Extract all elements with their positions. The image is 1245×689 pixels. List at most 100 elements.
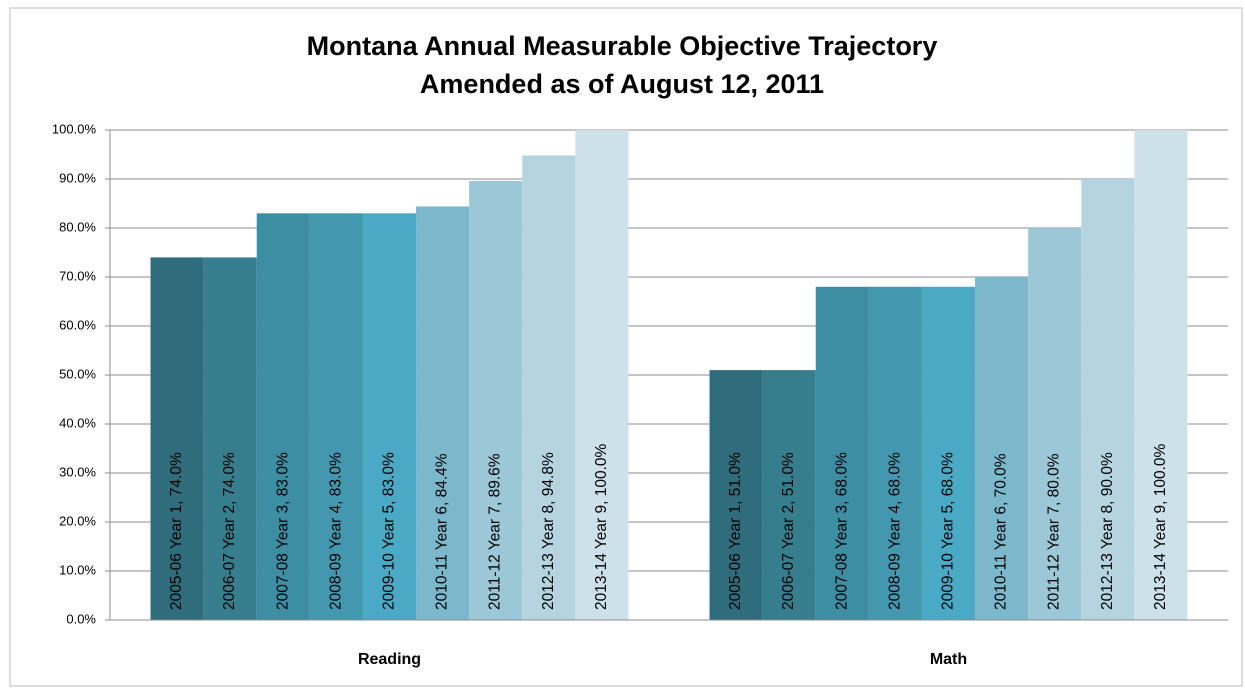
x-tick-label: Math xyxy=(930,651,967,668)
separator: , xyxy=(1152,496,1169,505)
bar-label: 2008-09 Year 4, 83.0% xyxy=(327,452,344,610)
bar xyxy=(416,206,470,620)
y-tick-label: 50.0% xyxy=(59,366,96,381)
value-label: 83.0% xyxy=(274,452,291,496)
series-name: 2008-09 Year 4 xyxy=(327,504,344,610)
separator: , xyxy=(1046,497,1063,506)
bar xyxy=(575,130,629,620)
bar-label: 2005-06 Year 1, 74.0% xyxy=(168,452,185,610)
value-label: 84.4% xyxy=(434,453,451,497)
value-label: 51.0% xyxy=(780,452,797,496)
series-name: 2010-11 Year 6 xyxy=(434,506,451,610)
value-label: 80.0% xyxy=(1046,453,1063,497)
series-name: 2012-13 Year 8 xyxy=(540,505,557,610)
y-tick-label: 100.0% xyxy=(52,121,97,136)
bar xyxy=(762,370,816,620)
series-name: 2009-10 Year 5 xyxy=(381,505,398,610)
bar-label: 2013-14 Year 9, 100.0% xyxy=(1152,443,1169,610)
series-name: 2013-14 Year 9 xyxy=(1152,505,1169,610)
series-name: 2005-06 Year 1 xyxy=(168,505,185,610)
bar xyxy=(469,180,523,620)
value-label: 83.0% xyxy=(381,452,398,496)
bar xyxy=(1134,130,1188,620)
series-name: 2009-10 Year 5 xyxy=(940,505,957,610)
value-label: 90.0% xyxy=(1099,452,1116,496)
separator: , xyxy=(487,497,504,506)
value-label: 68.0% xyxy=(833,452,850,496)
bar xyxy=(522,155,576,621)
value-label: 70.0% xyxy=(993,453,1010,497)
bar-label: 2007-08 Year 3, 83.0% xyxy=(274,452,291,610)
separator: , xyxy=(434,497,451,506)
bar xyxy=(709,370,763,620)
value-label: 89.6% xyxy=(487,453,504,497)
value-label: 74.0% xyxy=(221,452,238,496)
separator: , xyxy=(1099,496,1116,505)
series-name: 2008-09 Year 4 xyxy=(886,504,903,610)
series-name: 2011-12 Year 7 xyxy=(487,506,504,610)
y-tick-label: 40.0% xyxy=(59,415,96,430)
bar-label: 2010-11 Year 6, 84.4% xyxy=(434,453,451,610)
value-label: 100.0% xyxy=(593,443,610,496)
separator: , xyxy=(727,496,744,505)
series-name: 2007-08 Year 3 xyxy=(274,505,291,610)
bar-label: 2013-14 Year 9, 100.0% xyxy=(593,443,610,610)
y-tick-label: 60.0% xyxy=(59,317,96,332)
bar xyxy=(815,286,869,620)
bar-label: 2007-08 Year 3, 68.0% xyxy=(833,452,850,610)
value-label: 51.0% xyxy=(727,452,744,496)
x-tick-label: Reading xyxy=(358,651,421,668)
bar xyxy=(309,213,363,621)
bar xyxy=(256,213,310,621)
chart-subtitle: Amended as of August 12, 2011 xyxy=(420,69,824,99)
bar xyxy=(975,277,1029,620)
bar xyxy=(921,286,976,620)
bar-label: 2012-13 Year 8, 94.8% xyxy=(540,452,557,610)
y-tick-label: 10.0% xyxy=(59,562,96,577)
separator: , xyxy=(886,496,903,505)
series-name: 2007-08 Year 3 xyxy=(833,505,850,610)
series-name: 2006-07 Year 2 xyxy=(221,505,238,610)
y-tick-label: 0.0% xyxy=(66,611,96,626)
bar-label: 2010-11 Year 6, 70.0% xyxy=(993,453,1010,610)
y-tick-label: 30.0% xyxy=(59,464,96,479)
separator: , xyxy=(168,496,185,505)
separator: , xyxy=(780,496,797,505)
y-tick-label: 90.0% xyxy=(59,170,96,185)
bar xyxy=(203,257,257,620)
bar-label: 2006-07 Year 2, 51.0% xyxy=(780,452,797,610)
y-tick-label: 20.0% xyxy=(59,513,96,528)
bar-label: 2012-13 Year 8, 90.0% xyxy=(1099,452,1116,610)
bar xyxy=(1081,179,1135,620)
separator: , xyxy=(274,496,291,505)
series-name: 2012-13 Year 8 xyxy=(1099,505,1116,610)
series-name: 2010-11 Year 6 xyxy=(993,506,1010,610)
bar xyxy=(150,257,204,620)
value-label: 100.0% xyxy=(1152,443,1169,496)
separator: , xyxy=(940,496,957,505)
separator: , xyxy=(381,496,398,505)
series-name: 2006-07 Year 2 xyxy=(780,505,797,610)
bar-label: 2011-12 Year 7, 80.0% xyxy=(1046,453,1063,610)
y-tick-label: 70.0% xyxy=(59,268,96,283)
series-name: 2005-06 Year 1 xyxy=(727,505,744,610)
separator: , xyxy=(993,497,1010,506)
value-label: 68.0% xyxy=(940,452,957,496)
bar-label: 2006-07 Year 2, 74.0% xyxy=(221,452,238,610)
chart-title: Montana Annual Measurable Objective Traj… xyxy=(307,31,938,61)
bar-label: 2008-09 Year 4, 68.0% xyxy=(886,452,903,610)
value-label: 74.0% xyxy=(168,452,185,496)
series-name: 2011-12 Year 7 xyxy=(1046,506,1063,610)
separator: , xyxy=(221,496,238,505)
bar xyxy=(1028,228,1082,620)
separator: , xyxy=(593,496,610,505)
value-label: 94.8% xyxy=(540,452,557,496)
value-label: 83.0% xyxy=(327,452,344,496)
separator: , xyxy=(327,496,344,505)
bar-label: 2009-10 Year 5, 68.0% xyxy=(940,452,957,610)
bar-label: 2011-12 Year 7, 89.6% xyxy=(487,453,504,610)
bar xyxy=(868,286,922,620)
bar xyxy=(362,213,417,621)
bar-label: 2005-06 Year 1, 51.0% xyxy=(727,452,744,610)
